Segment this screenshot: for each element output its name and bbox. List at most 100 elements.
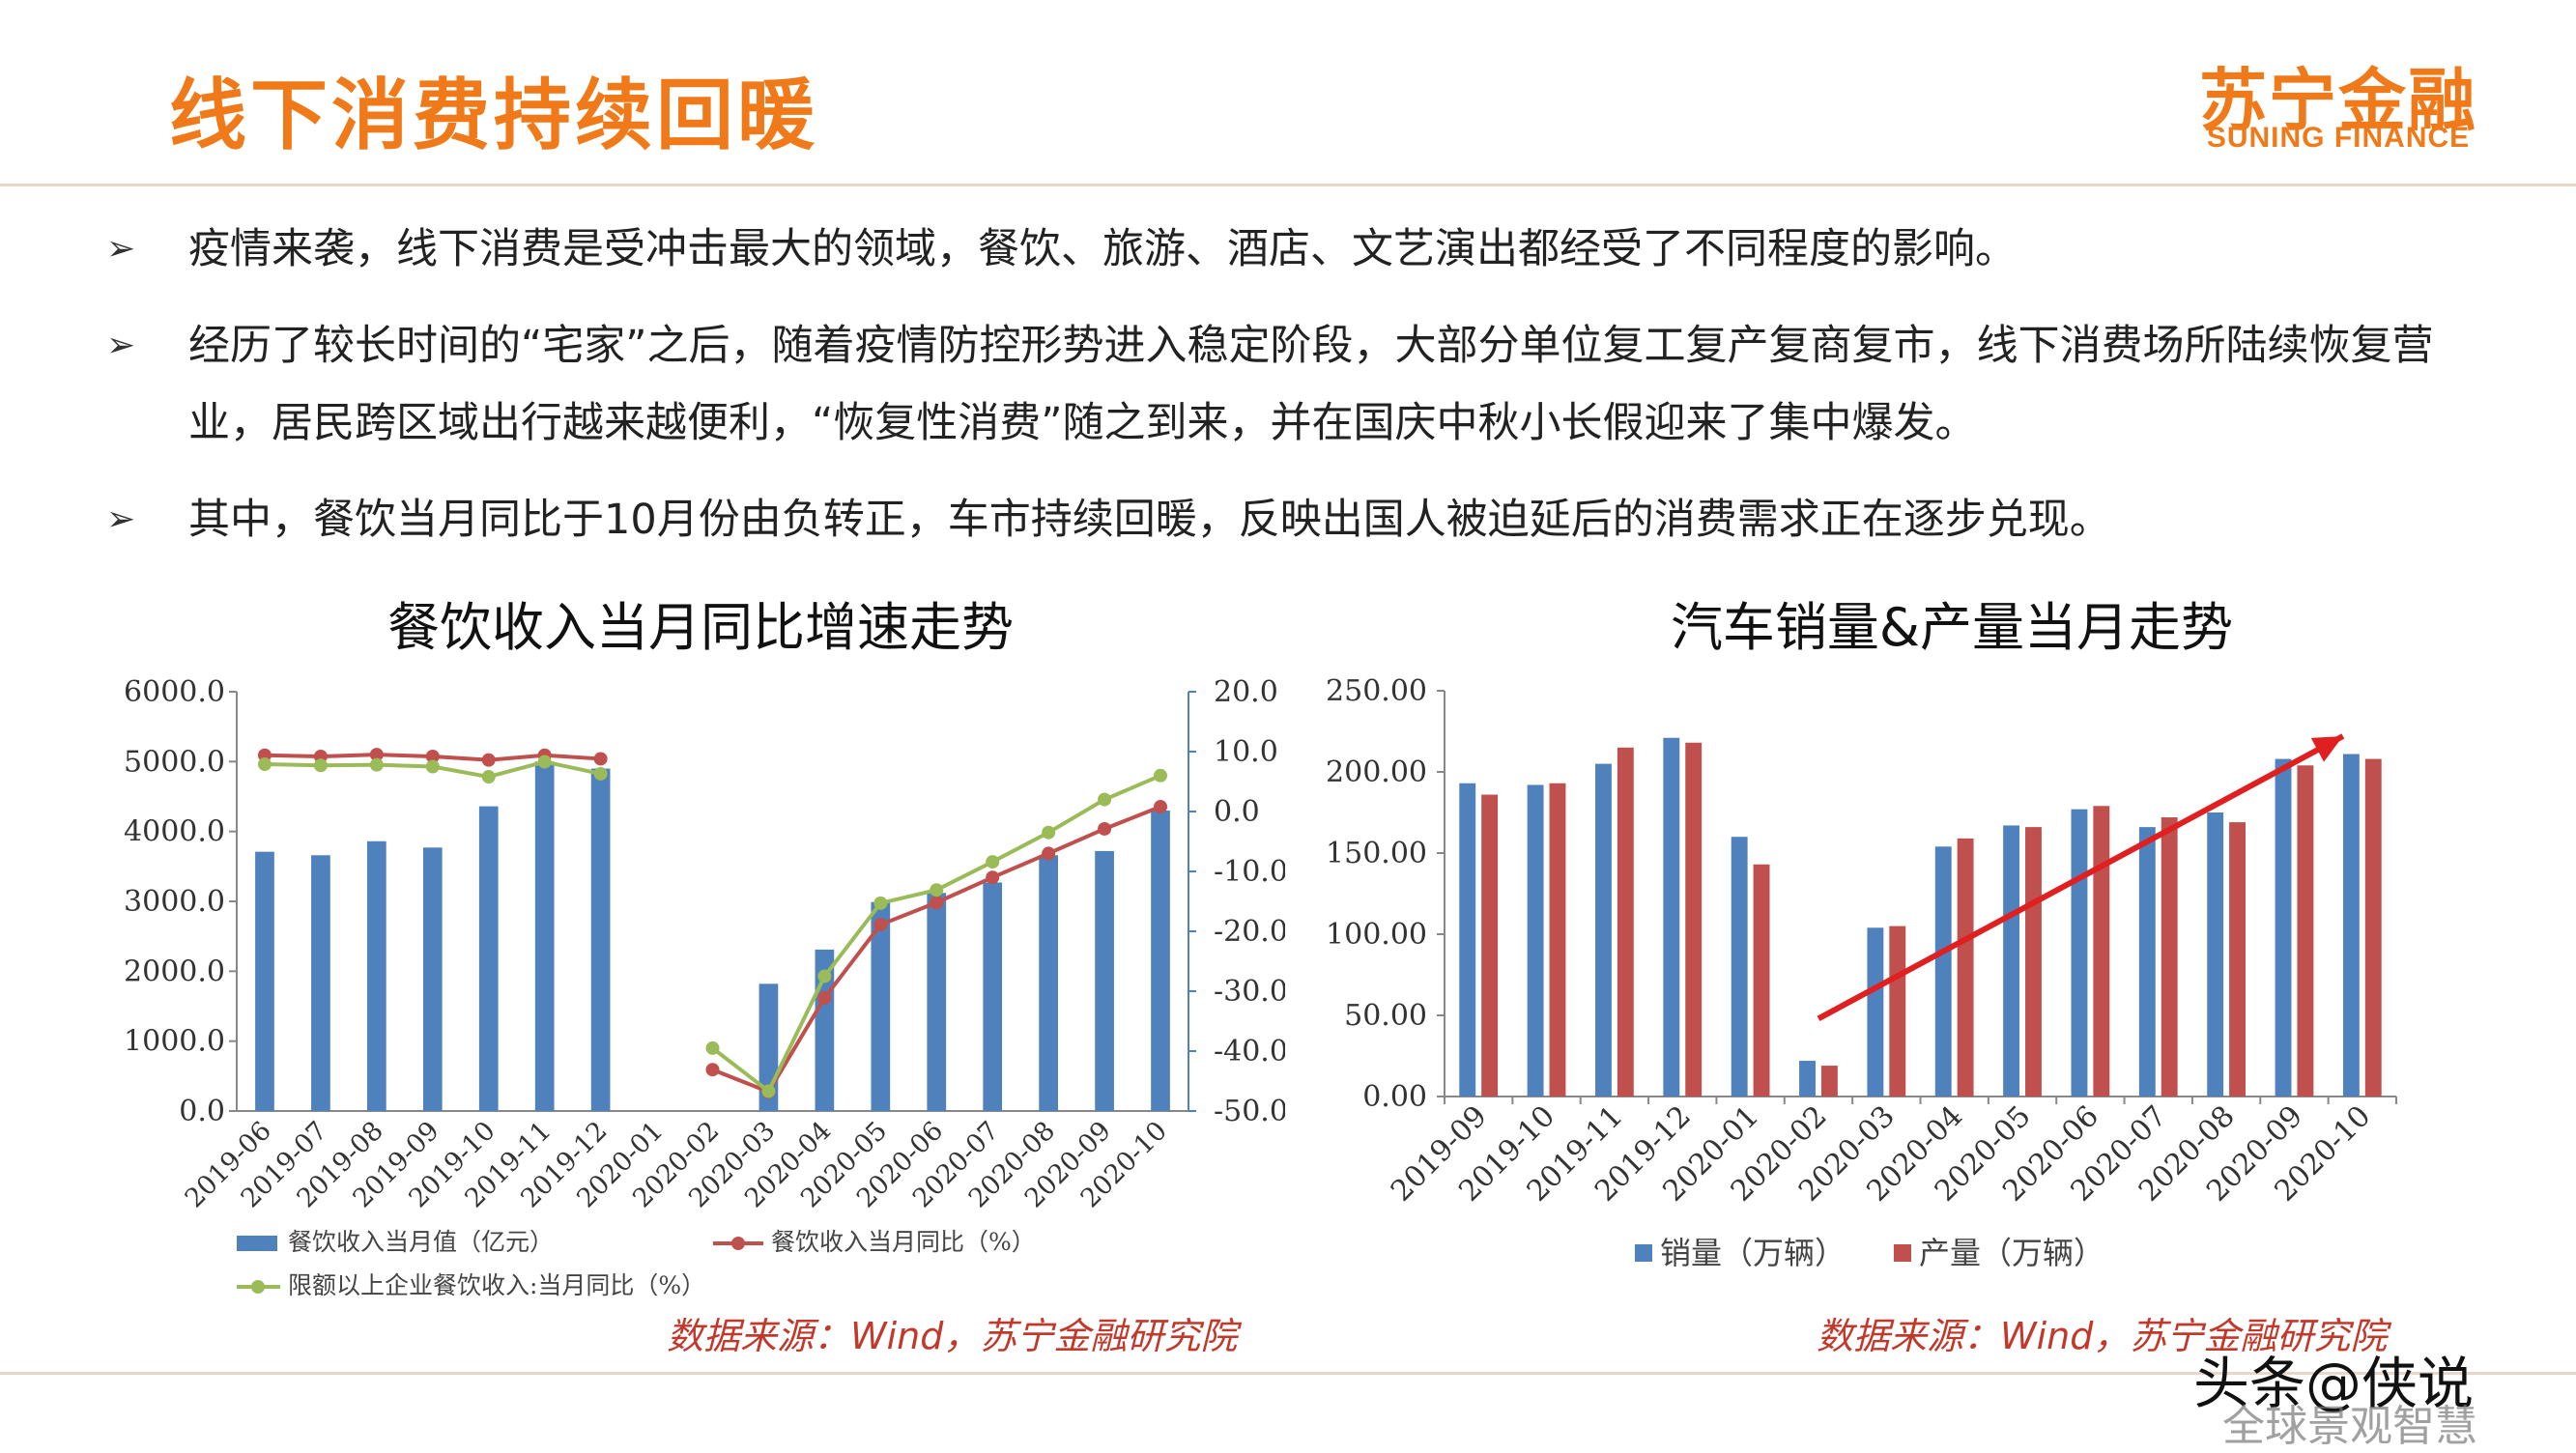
- y-tick-label: 250.00: [1326, 674, 1427, 708]
- right-tick-label: -50.0: [1214, 1095, 1285, 1128]
- footer-divider: [0, 1372, 2576, 1375]
- yoy-point: [369, 748, 384, 762]
- yoy-point: [705, 1063, 720, 1077]
- y-tick-label: 50.00: [1344, 999, 1427, 1033]
- y-tick-label: 0.00: [1362, 1080, 1427, 1114]
- legend-swatch-production: [1894, 1244, 1911, 1262]
- yoy-point: [1098, 821, 1112, 836]
- sales-bar: [1731, 837, 1748, 1097]
- sales-bar: [2003, 825, 2020, 1097]
- yoy-point: [313, 758, 328, 773]
- yoy-point: [817, 969, 832, 983]
- arrow-bullet-icon: ➢: [106, 499, 136, 539]
- right-tick-label: 20.0: [1214, 675, 1278, 709]
- production-bar: [2364, 758, 2382, 1097]
- production-bar: [1549, 783, 1566, 1097]
- yoy-point: [425, 749, 440, 763]
- left-tick-label: 2000.0: [124, 954, 225, 988]
- production-bar: [2229, 822, 2246, 1097]
- production-bar: [2093, 806, 2110, 1097]
- legend-swatch-sales: [1635, 1244, 1652, 1262]
- right-tick-label: -20.0: [1214, 915, 1285, 949]
- right-tick-label: -30.0: [1214, 975, 1285, 1009]
- yoy-point: [537, 755, 552, 769]
- arrow-bullet-icon: ➢: [106, 229, 136, 269]
- watermark-sub: 全球景观智慧: [2222, 1402, 2477, 1451]
- left-tick-label: 5000.0: [124, 745, 225, 779]
- yoy-point: [761, 1084, 776, 1098]
- bullet-list: ➢ 疫情来袭，线下消费是受冲击最大的领域，餐饮、旅游、酒店、文艺演出都经受了不同…: [106, 211, 2503, 578]
- bullet-text: 其中，餐饮当月同比于10月份由负转正，车市持续回暖，反映出国人被迫延后的消费需求…: [188, 496, 2111, 544]
- left-tick-label: 1000.0: [124, 1025, 225, 1059]
- yoy-point: [817, 990, 832, 1005]
- production-bar: [2161, 817, 2178, 1097]
- y-tick-label: 200.00: [1326, 755, 1427, 789]
- production-bar: [1685, 742, 1703, 1097]
- left-tick-label: 0.0: [179, 1095, 225, 1128]
- left-tick-label: 3000.0: [124, 885, 225, 919]
- yoy-point: [873, 918, 888, 932]
- yoy-point: [481, 753, 496, 767]
- legend-swatch-point: [731, 1237, 745, 1250]
- yoy-point: [705, 1040, 720, 1055]
- production-bar: [1481, 794, 1499, 1097]
- watermark: 头条@侠说: [2193, 1351, 2475, 1416]
- right-tick-label: 10.0: [1214, 735, 1278, 769]
- yoy-point: [930, 896, 944, 910]
- legend-label: 餐饮收入当月同比（%）: [771, 1228, 1036, 1256]
- auto-sales-chart: 0.0050.00100.00150.00200.00250.002019-09…: [1326, 674, 2397, 1271]
- y-tick-label: 150.00: [1326, 837, 1427, 870]
- yoy-point: [425, 759, 440, 774]
- left-tick-label: 6000.0: [124, 675, 225, 709]
- right-tick-label: 0.0: [1214, 795, 1260, 829]
- revenue-bar: [1151, 810, 1170, 1111]
- sales-bar: [1459, 783, 1476, 1097]
- bullet-text: 经历了较长时间的“宅家”之后，随着疫情防控形势进入稳定阶段，大部分单位复工复产复…: [188, 322, 2434, 447]
- production-bar: [1957, 838, 1974, 1097]
- production-bar: [2297, 765, 2314, 1097]
- yoy-point: [1042, 825, 1056, 840]
- page-title: 线下消费持续回暖: [169, 71, 818, 160]
- trend-arrow-icon: [1817, 733, 2345, 1022]
- brand-logo: 苏宁金融 SUNING FINANCE: [2179, 46, 2498, 162]
- legend-label: 限额以上企业餐饮收入:当月同比（%）: [288, 1271, 705, 1299]
- restaurant-revenue-chart: 0.0 1000.0 2000.0 3000.0 4000.0 5000.0 6000.0 -…: [124, 675, 1285, 1299]
- left-tick-label: 4000.0: [124, 815, 225, 849]
- yoy-point: [930, 883, 944, 897]
- revenue-bar: [871, 901, 891, 1111]
- sales-bar: [1663, 737, 1680, 1097]
- sales-bar: [1595, 763, 1612, 1097]
- revenue-bar: [422, 847, 443, 1111]
- chart1-source: 数据来源：Wind，苏宁金融研究院: [667, 1315, 1238, 1357]
- revenue-bar: [983, 882, 1003, 1111]
- logo-cn-text: 苏宁金融: [2199, 61, 2477, 140]
- sales-bar: [2275, 758, 2292, 1097]
- production-bar: [1820, 1066, 1838, 1097]
- production-bar: [1889, 926, 1906, 1097]
- sales-bar: [2071, 809, 2088, 1097]
- yoy-point: [1042, 846, 1056, 861]
- arrow-bullet-icon: ➢: [106, 326, 136, 365]
- bullet-item: ➢ 疫情来袭，线下消费是受冲击最大的领域，餐饮、旅游、酒店、文艺演出都经受了不同…: [106, 211, 2503, 288]
- production-bar: [1753, 864, 1770, 1097]
- revenue-bar: [590, 768, 611, 1111]
- sales-bar: [1799, 1061, 1816, 1097]
- bullet-item: ➢ 其中，餐饮当月同比于10月份由负转正，车市持续回暖，反映出国人被迫延后的消费…: [106, 481, 2503, 558]
- yoy-point: [593, 766, 608, 781]
- right-tick-label: -40.0: [1214, 1035, 1285, 1068]
- sales-bar: [2207, 812, 2224, 1097]
- y-tick-label: 100.00: [1326, 918, 1427, 952]
- revenue-bar: [255, 851, 274, 1111]
- chart2-title: 汽车销量&产量当月走势: [1670, 597, 2234, 658]
- chart1-title: 餐饮收入当月同比增速走势: [387, 597, 1014, 658]
- trend-arrow-head-icon: [2310, 736, 2343, 762]
- revenue-bar: [534, 761, 555, 1111]
- revenue-bar: [367, 840, 386, 1111]
- yoy-point: [1154, 800, 1168, 814]
- yoy-point: [593, 752, 608, 766]
- revenue-bar: [1039, 855, 1058, 1111]
- legend-swatch-bar: [237, 1236, 277, 1251]
- revenue-bar: [311, 855, 330, 1111]
- yoy-point: [986, 855, 1000, 869]
- yoy-point: [1154, 768, 1168, 783]
